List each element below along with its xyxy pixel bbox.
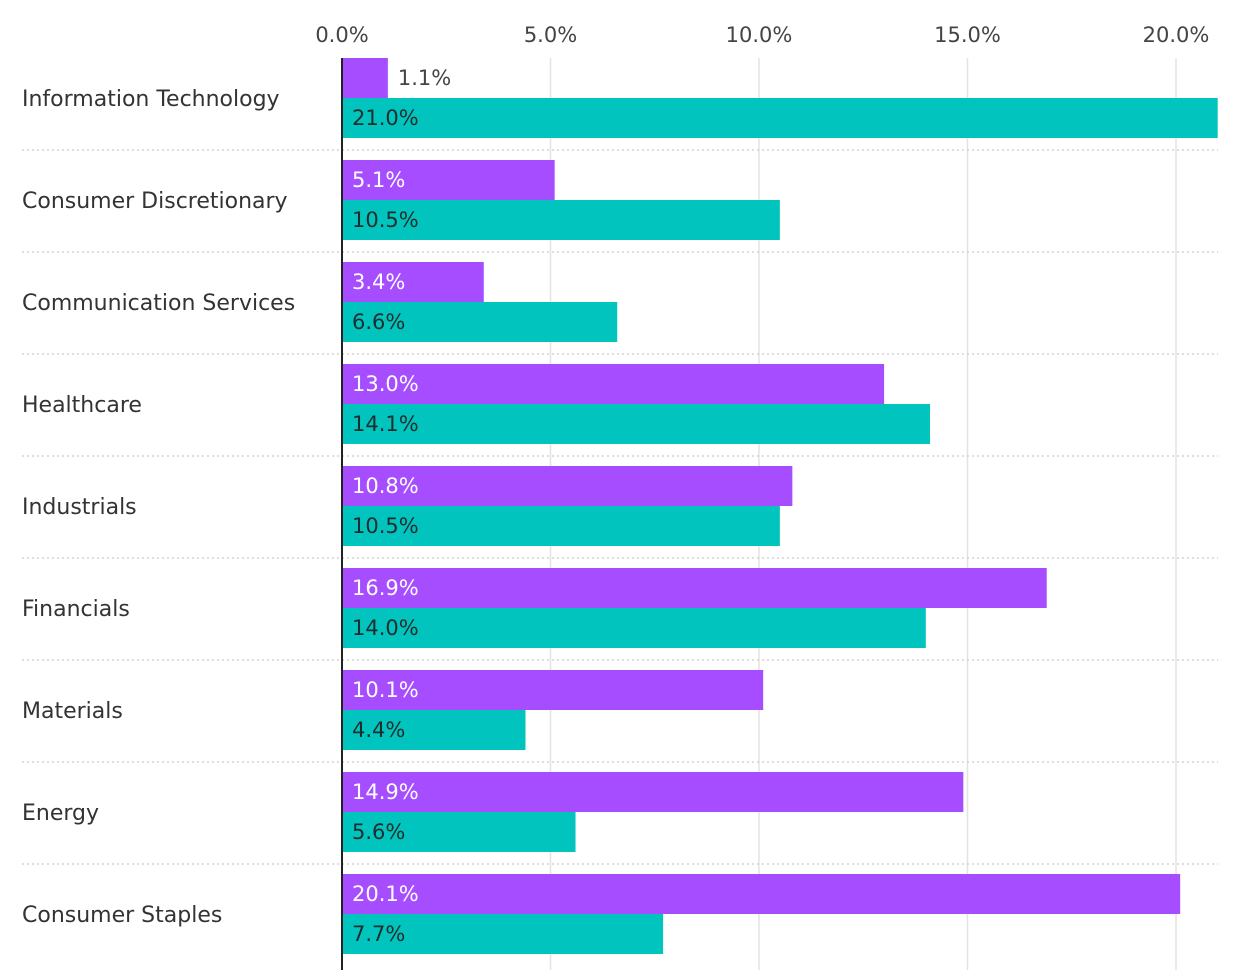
bar-series2-7 [342,812,576,852]
category-label: Consumer Staples [22,903,222,928]
bar-value-label: 14.1% [352,412,419,436]
bar-value-label: 7.7% [352,922,405,946]
bar-series2-5 [342,608,926,648]
bar-value-label: 10.1% [352,678,419,702]
bar-value-label: 14.9% [352,780,419,804]
x-axis-ticks: 0.0% 5.0% 10.0% 15.0% 20.0% [315,23,1209,47]
bar-value-label: 16.9% [352,576,419,600]
bar-value-label: 10.5% [352,514,419,538]
bar-series2-3 [342,404,930,444]
category-label: Industrials [22,495,137,520]
bar-series2-6 [342,710,526,750]
bar-series1-0 [342,58,388,98]
bar-value-label: 6.6% [352,310,405,334]
category-labels: Information Technology Consumer Discretio… [22,87,295,928]
bar-series1-4 [342,466,793,506]
bar-series2-1 [342,200,780,240]
bar-series1-2 [342,262,484,302]
category-label: Consumer Discretionary [22,189,288,214]
x-tick-label: 10.0% [726,23,793,47]
x-tick-label: 15.0% [934,23,1001,47]
bar-value-label: 4.4% [352,718,405,742]
bar-series2-4 [342,506,780,546]
bar-series1-8 [342,874,1181,914]
bar-value-label: 21.0% [352,106,419,130]
category-separators [22,149,1218,865]
bar-value-label: 1.1% [398,66,451,90]
x-tick-label: 0.0% [315,23,368,47]
bar-value-label: 10.5% [352,208,419,232]
x-tick-label: 20.0% [1143,23,1210,47]
bar-series1-6 [342,670,764,710]
bar-series1-3 [342,364,885,404]
bar-value-label: 3.4% [352,270,405,294]
bar-series2-0 [342,98,1218,138]
category-label: Materials [22,699,123,724]
bar-series1-7 [342,772,964,812]
bar-value-label: 5.1% [352,168,405,192]
category-label: Financials [22,597,130,622]
bar-series1-5 [342,568,1047,608]
category-label: Information Technology [22,87,280,112]
bar-value-label: 14.0% [352,616,419,640]
labels-layer: 1.1% 21.0% 5.1% 10.5% 3.4% 6.6% 13.0% 14.1% 10.8… [352,66,451,946]
bar-value-label: 5.6% [352,820,405,844]
bar-series1-1 [342,160,555,200]
x-tick-label: 5.0% [524,23,577,47]
category-label: Healthcare [22,393,142,418]
bar-series2-8 [342,914,664,954]
bars-layer [342,58,1218,954]
bar-series2-2 [342,302,618,342]
category-label: Communication Services [22,291,295,316]
bar-value-label: 10.8% [352,474,419,498]
category-label: Energy [22,801,99,826]
bar-value-label: 13.0% [352,372,419,396]
bar-value-label: 20.1% [352,882,419,906]
